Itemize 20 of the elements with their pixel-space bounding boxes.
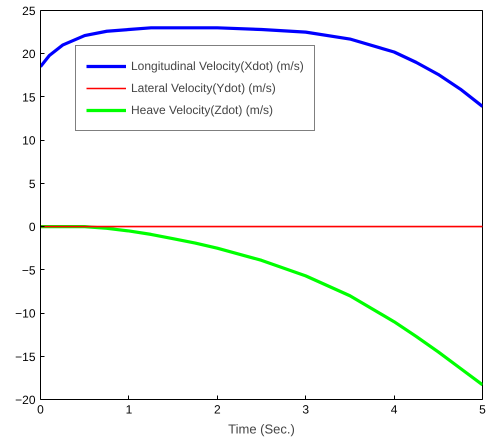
- y-tick-label: 10: [22, 134, 36, 148]
- x-tick-label: 3: [302, 402, 310, 416]
- y-tick-label: 0: [28, 220, 36, 234]
- y-tick-label: 20: [22, 47, 36, 62]
- x-axis-title: Time (Sec.): [228, 422, 295, 436]
- y-tick-label: −20: [15, 393, 36, 407]
- legend-label: Heave Velocity(Zdot) (m/s): [131, 103, 274, 117]
- x-tick-label: 4: [390, 402, 398, 416]
- x-tick-label: 2: [214, 402, 221, 416]
- legend-label: Longitudinal Velocity(Xdot) (m/s): [131, 59, 304, 73]
- x-tick-label: 1: [126, 402, 133, 416]
- y-tick-label: 5: [28, 176, 36, 191]
- y-tick-label: −5: [22, 263, 36, 278]
- y-tick-label: 15: [22, 90, 36, 104]
- y-tick-label: −10: [15, 306, 36, 321]
- x-tick-label: 5: [479, 402, 486, 416]
- y-tick-label: 25: [22, 4, 36, 18]
- legend-label: Lateral Velocity(Ydot) (m/s): [131, 81, 276, 95]
- y-tick-label: −15: [15, 350, 36, 364]
- x-tick-label: 0: [37, 402, 44, 416]
